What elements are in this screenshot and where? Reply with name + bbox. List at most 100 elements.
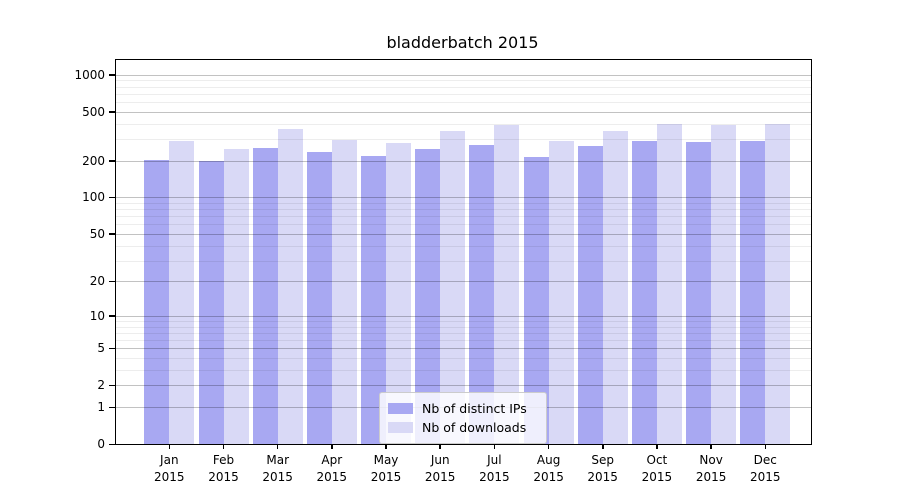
- y-tick-label: 100: [82, 190, 105, 205]
- bar-distinct-ips-jan: [144, 159, 170, 444]
- bar-downloads-jul: [494, 124, 520, 444]
- bar-distinct-ips-apr: [306, 152, 332, 444]
- minor-gridline: [116, 80, 811, 82]
- minor-gridline: [116, 260, 811, 262]
- x-tick-mark: [493, 444, 496, 449]
- minor-gridline: [116, 93, 811, 95]
- minor-gridline: [116, 86, 811, 88]
- y-tick-mark: [109, 160, 116, 162]
- chart-title: bladderbatch 2015: [386, 33, 539, 52]
- x-tick-label-may: May 2015: [370, 453, 402, 484]
- bar-downloads-sep: [602, 130, 628, 444]
- x-tick-mark: [222, 444, 225, 449]
- bar-downloads-jun: [440, 130, 466, 444]
- x-tick-mark: [710, 444, 712, 449]
- minor-gridline: [116, 123, 811, 125]
- x-tick-label-jan: Jan 2015: [154, 453, 185, 484]
- y-tick-label: 5: [97, 341, 105, 356]
- x-tick-mark: [602, 444, 604, 449]
- legend-label-downloads: Nb of downloads: [422, 420, 527, 435]
- y-tick-label: 2: [97, 378, 105, 393]
- y-tick-mark: [109, 111, 116, 113]
- x-tick-mark: [764, 444, 766, 449]
- minor-gridline: [116, 202, 811, 204]
- x-tick-label-oct: Oct 2015: [641, 453, 673, 484]
- bar-downloads-nov: [711, 125, 737, 444]
- major-gridline: [116, 315, 811, 317]
- y-tick-label: 0: [97, 437, 105, 451]
- x-tick-label-apr: Apr 2015: [316, 453, 348, 484]
- x-tick-label-jun: Jun 2015: [424, 453, 456, 484]
- bar-downloads-aug: [548, 140, 574, 444]
- x-tick-label-feb: Feb 2015: [208, 453, 239, 484]
- minor-gridline: [116, 224, 811, 226]
- bar-distinct-ips-nov: [686, 141, 712, 444]
- x-tick-label-nov: Nov 2015: [695, 453, 727, 484]
- bar-downloads-dec: [765, 124, 791, 444]
- legend-label-distinct-ips: Nb of distinct IPs: [422, 401, 527, 416]
- minor-gridline: [116, 102, 811, 103]
- legend-row-distinct-ips: Nb of distinct IPs: [388, 399, 538, 418]
- x-tick-label-mar: Mar 2015: [262, 453, 293, 484]
- x-tick-mark: [439, 444, 441, 449]
- legend-swatch-downloads: [388, 422, 413, 433]
- bar-downloads-apr: [331, 140, 357, 444]
- x-tick-mark: [547, 444, 550, 449]
- major-gridline: [116, 385, 811, 387]
- bar-distinct-ips-dec: [740, 140, 766, 444]
- y-tick-label: 1000: [74, 67, 105, 82]
- minor-gridline: [116, 326, 811, 328]
- y-tick-label: 1: [97, 400, 105, 414]
- major-gridline: [116, 74, 811, 76]
- legend-swatch-distinct-ips: [388, 403, 413, 414]
- minor-gridline: [116, 216, 811, 218]
- y-tick-label: 10: [89, 308, 105, 323]
- minor-gridline: [116, 340, 811, 341]
- plot-area: Nb of distinct IPs Nb of downloads 1000 5…: [74, 59, 812, 484]
- bar-distinct-ips-sep: [577, 145, 603, 444]
- y-tick-mark: [109, 233, 116, 235]
- major-gridline: [116, 111, 811, 113]
- x-tick-mark: [168, 444, 170, 449]
- major-gridline: [116, 348, 811, 350]
- bar-distinct-ips-mar: [252, 148, 278, 444]
- minor-gridline: [116, 369, 811, 371]
- x-tick-label-aug: Aug 2015: [533, 453, 564, 484]
- bar-distinct-ips-feb: [198, 160, 224, 444]
- bar-downloads-feb: [223, 148, 249, 444]
- y-tick-mark: [109, 74, 116, 76]
- y-tick-mark: [109, 196, 116, 199]
- minor-gridline: [116, 358, 811, 359]
- bar-downloads-mar: [277, 129, 303, 444]
- bar-downloads-jan: [169, 140, 195, 444]
- x-tick-label-sep: Sep 2015: [587, 453, 618, 484]
- legend: Nb of distinct IPs Nb of downloads: [379, 392, 547, 444]
- y-tick-mark: [109, 280, 116, 283]
- major-gridline: [116, 197, 811, 199]
- y-tick-label: 200: [82, 153, 105, 168]
- x-tick-label-jul: Jul 2015: [479, 453, 510, 484]
- major-gridline: [116, 233, 811, 235]
- y-tick-mark: [109, 443, 116, 445]
- x-tick-mark: [331, 444, 333, 449]
- minor-gridline: [116, 320, 811, 322]
- y-tick-label: 500: [82, 104, 105, 119]
- y-tick-mark: [109, 347, 116, 350]
- x-tick-label-dec: Dec 2015: [750, 453, 781, 484]
- y-tick-mark: [109, 406, 116, 408]
- minor-gridline: [116, 332, 811, 334]
- y-tick-mark: [109, 384, 116, 387]
- legend-row-downloads: Nb of downloads: [388, 418, 538, 437]
- y-tick-mark: [109, 315, 116, 317]
- x-tick-mark: [385, 444, 387, 449]
- x-tick-mark: [656, 444, 658, 449]
- minor-gridline: [116, 245, 811, 247]
- minor-gridline: [116, 209, 811, 211]
- minor-gridline: [116, 139, 811, 140]
- y-tick-label: 50: [89, 226, 105, 241]
- major-gridline: [116, 281, 811, 283]
- y-tick-label: 20: [89, 274, 105, 289]
- x-tick-mark: [276, 444, 279, 449]
- bar-downloads-oct: [656, 123, 682, 444]
